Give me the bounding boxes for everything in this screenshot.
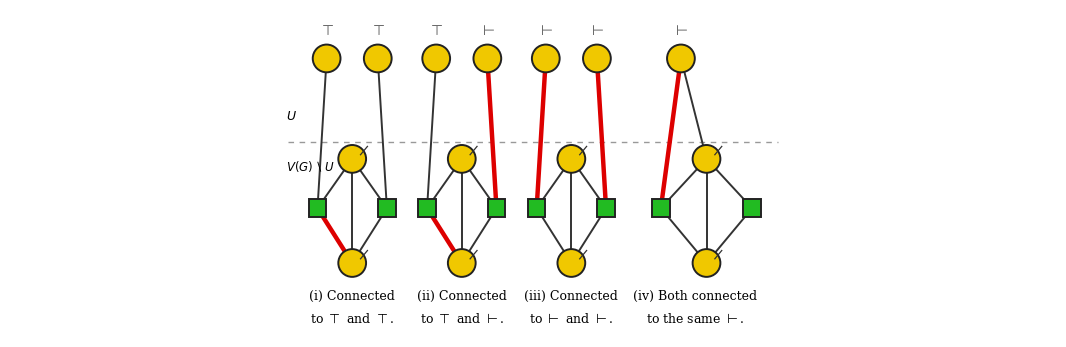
Text: (i) Connected: (i) Connected bbox=[309, 290, 395, 303]
Bar bbox=[597, 200, 615, 217]
Text: $\top$: $\top$ bbox=[429, 24, 445, 38]
Circle shape bbox=[338, 145, 366, 173]
Text: to the same $\vdash$.: to the same $\vdash$. bbox=[646, 312, 745, 326]
Bar bbox=[743, 200, 761, 217]
Text: $\vdash$: $\vdash$ bbox=[589, 24, 604, 38]
Text: to $\top$ and $\top$.: to $\top$ and $\top$. bbox=[310, 312, 394, 325]
Text: $\top$: $\top$ bbox=[370, 24, 386, 38]
Text: (iii) Connected: (iii) Connected bbox=[524, 290, 618, 303]
Circle shape bbox=[693, 249, 721, 277]
Circle shape bbox=[338, 249, 366, 277]
Text: $V(G)\setminus U$: $V(G)\setminus U$ bbox=[287, 159, 335, 174]
Bar bbox=[309, 200, 326, 217]
Circle shape bbox=[693, 145, 721, 173]
Text: $\vdash$: $\vdash$ bbox=[673, 24, 689, 38]
Bar bbox=[378, 200, 395, 217]
Text: to $\top$ and $\vdash$.: to $\top$ and $\vdash$. bbox=[420, 312, 504, 325]
Bar bbox=[652, 200, 669, 217]
Bar bbox=[488, 200, 505, 217]
Bar bbox=[528, 200, 546, 217]
Circle shape bbox=[473, 44, 501, 72]
Circle shape bbox=[364, 44, 391, 72]
Circle shape bbox=[558, 145, 585, 173]
Text: $\vdash$: $\vdash$ bbox=[480, 24, 495, 38]
Circle shape bbox=[312, 44, 340, 72]
Circle shape bbox=[532, 44, 560, 72]
Circle shape bbox=[422, 44, 450, 72]
Text: $\vdash$: $\vdash$ bbox=[538, 24, 553, 38]
Bar bbox=[418, 200, 436, 217]
Text: $U$: $U$ bbox=[287, 110, 297, 124]
Circle shape bbox=[667, 44, 695, 72]
Text: (ii) Connected: (ii) Connected bbox=[417, 290, 506, 303]
Text: $\top$: $\top$ bbox=[319, 24, 335, 38]
Circle shape bbox=[558, 249, 585, 277]
Circle shape bbox=[448, 249, 475, 277]
Text: (iv) Both connected: (iv) Both connected bbox=[633, 290, 758, 303]
Circle shape bbox=[448, 145, 475, 173]
Circle shape bbox=[583, 44, 611, 72]
Text: to $\vdash$ and $\vdash$.: to $\vdash$ and $\vdash$. bbox=[529, 312, 613, 326]
